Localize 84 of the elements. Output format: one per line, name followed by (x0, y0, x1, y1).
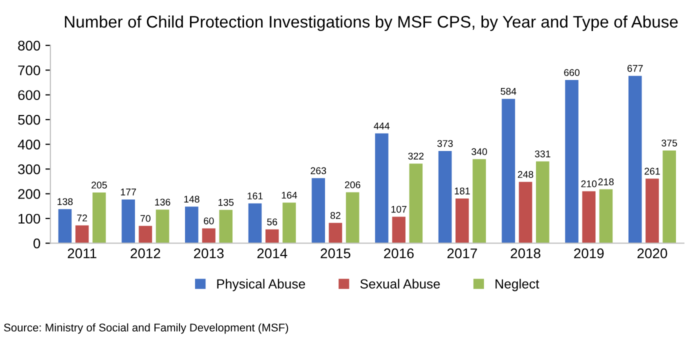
bar (375, 133, 388, 244)
data-label: 340 (472, 148, 488, 156)
data-label: 107 (391, 206, 406, 213)
y-tick-label: 200 (18, 189, 40, 199)
data-label: 138 (58, 198, 73, 206)
data-label: 375 (662, 140, 678, 146)
legend-label: Physical Abuse (217, 278, 306, 292)
x-tick-label: 2011 (68, 248, 96, 258)
y-tick-label: 0 (33, 238, 40, 248)
x-tick-label: 2014 (257, 248, 288, 258)
y-tick-label: 700 (18, 65, 40, 76)
bar (122, 199, 135, 244)
bar (185, 206, 198, 244)
data-label: 263 (310, 167, 326, 174)
y-tick-label: 300 (18, 164, 40, 174)
data-label: 136 (155, 198, 170, 206)
bar (312, 178, 326, 244)
bar (392, 216, 406, 244)
bar (202, 228, 216, 244)
bar (248, 203, 262, 244)
data-label: 584 (500, 88, 516, 95)
bar (219, 210, 233, 244)
legend-label: Neglect (496, 278, 540, 292)
bar (582, 191, 596, 244)
x-tick-label: 2012 (130, 248, 160, 258)
data-label: 164 (282, 192, 298, 199)
bar (156, 210, 170, 244)
bar (409, 164, 423, 244)
data-label: 322 (408, 152, 424, 160)
y-tick-label: 600 (18, 90, 40, 100)
bar (282, 202, 296, 244)
data-label: 331 (534, 150, 550, 158)
data-label: 205 (92, 182, 107, 189)
data-label: 70 (140, 215, 150, 222)
bar (328, 222, 342, 244)
data-label: 181 (454, 188, 470, 194)
data-label: 60 (204, 217, 214, 224)
x-tick-label: 2016 (384, 248, 414, 258)
bar (58, 209, 72, 244)
data-label: 444 (374, 122, 390, 130)
y-tick-label: 500 (18, 114, 40, 125)
bar (565, 80, 578, 244)
bar (92, 192, 106, 244)
bar (628, 76, 642, 244)
data-label: 56 (267, 218, 278, 226)
y-tick-label: 100 (18, 214, 40, 224)
data-label: 82 (330, 212, 340, 219)
x-tick-label: 2013 (194, 248, 224, 258)
data-label: 210 (581, 180, 597, 188)
bar (599, 189, 613, 244)
data-label: 660 (564, 69, 580, 76)
data-label: 148 (184, 196, 200, 203)
source-note: Source: Ministry of Social and Family Development (MSF) (4, 323, 288, 334)
data-label: 72 (77, 214, 87, 222)
x-tick-label: 2019 (574, 248, 604, 258)
bar (438, 150, 452, 244)
x-tick-label: 2015 (320, 248, 350, 258)
y-tick-label: 800 (18, 40, 40, 51)
bar (646, 178, 659, 244)
bar (472, 159, 486, 244)
bar (662, 150, 676, 244)
data-label: 248 (518, 171, 534, 178)
data-label: 373 (437, 140, 453, 147)
bar (536, 161, 550, 244)
data-label: 218 (598, 178, 614, 186)
data-label: 161 (248, 192, 263, 200)
data-label: 261 (644, 168, 660, 175)
x-tick-label: 2018 (510, 248, 540, 258)
data-label: 206 (344, 181, 360, 188)
x-tick-label: 2020 (637, 248, 668, 258)
y-tick-label: 400 (18, 140, 40, 150)
data-label: 135 (218, 198, 234, 206)
chart-title: Number of Child Protection Investigations by MSF CPS, by Year and Type of Abuse (64, 15, 678, 32)
bar (456, 198, 469, 244)
data-label: 177 (120, 188, 136, 196)
bar (75, 225, 89, 244)
bar (138, 226, 152, 244)
x-tick-label: 2017 (447, 248, 477, 258)
data-label: 677 (628, 64, 643, 72)
bar (346, 192, 360, 244)
bar (518, 182, 532, 244)
legend-label: Sexual Abuse (360, 278, 440, 289)
bar (265, 229, 279, 244)
bar (502, 98, 516, 244)
